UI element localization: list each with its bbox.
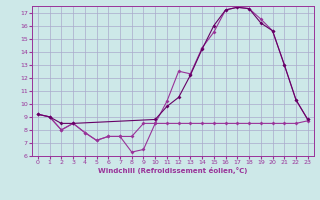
X-axis label: Windchill (Refroidissement éolien,°C): Windchill (Refroidissement éolien,°C) <box>98 167 247 174</box>
